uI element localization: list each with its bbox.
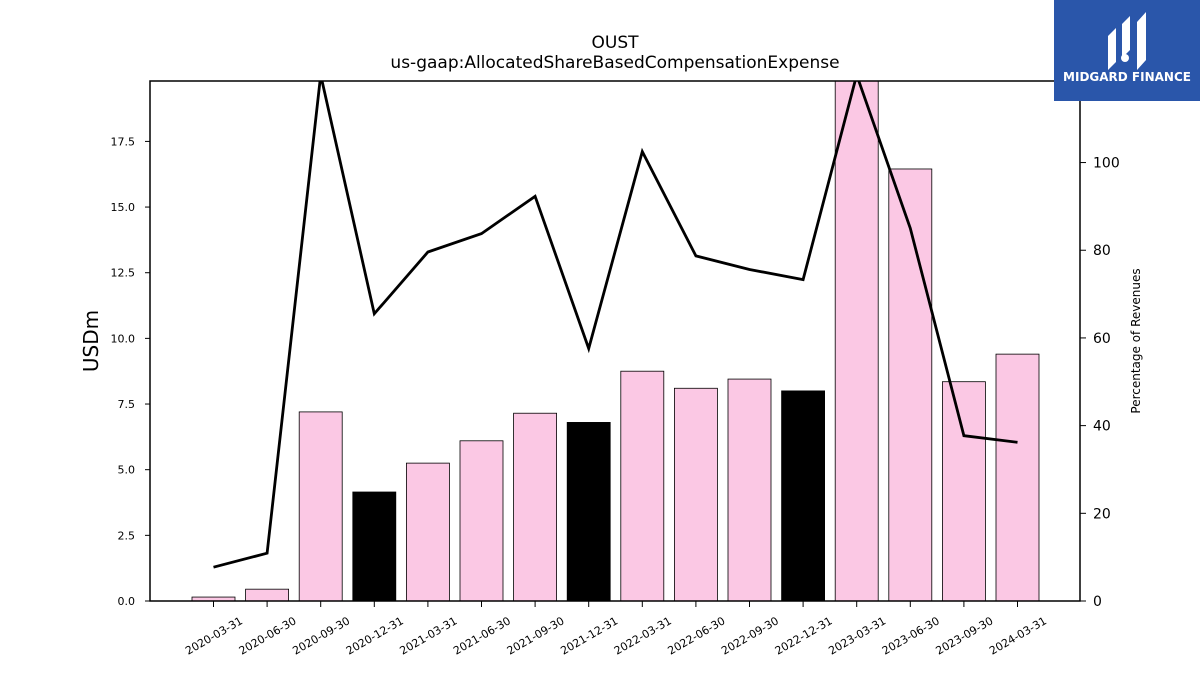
y-tick-label: 0.0 xyxy=(118,595,136,608)
chart-subtitle: us-gaap:AllocatedShareBasedCompensationE… xyxy=(390,53,839,73)
plot-frame xyxy=(149,80,1081,602)
y-axis-label-right: Percentage of Revenues xyxy=(1129,268,1143,413)
y-tick-label: 12.5 xyxy=(111,267,136,280)
x-tick-label: 2023-09-30 xyxy=(934,614,996,657)
x-tick-label: 2023-06-30 xyxy=(880,614,942,657)
x-tick-label: 2021-03-31 xyxy=(398,614,460,657)
y-tick-label: 10.0 xyxy=(111,332,136,345)
chart-title: OUST xyxy=(592,33,640,53)
bar-2022-12-31 xyxy=(781,390,825,602)
percentage-line xyxy=(213,81,1018,569)
y-axis-left: 0.0 2.5 5.0 7.5 10.0 12.5 15.0 17.5 xyxy=(111,135,150,608)
y-right-tick-label: 20 xyxy=(1093,506,1111,522)
line-layer xyxy=(213,81,1018,569)
y-right-tick-label: 0 xyxy=(1093,594,1102,610)
x-tick-label: 2024-03-31 xyxy=(987,614,1049,657)
x-tick-label: 2020-12-31 xyxy=(344,614,406,657)
x-tick-label: 2020-06-30 xyxy=(237,614,299,657)
bar-2021-03-31 xyxy=(405,462,450,602)
x-tick-label: 2020-09-30 xyxy=(290,614,352,657)
bar-2022-06-30 xyxy=(674,387,718,602)
x-tick-label: 2021-12-31 xyxy=(558,614,620,657)
y-tick-label: 5.0 xyxy=(118,464,136,477)
y-right-tick-label: 80 xyxy=(1093,243,1111,259)
y-right-tick-label: 40 xyxy=(1093,419,1111,435)
bar-2021-12-31 xyxy=(566,422,611,602)
x-tick-label: 2021-09-30 xyxy=(505,614,567,657)
x-tick-label: 2021-06-30 xyxy=(451,614,513,657)
y-right-tick-label: 100 xyxy=(1093,156,1120,172)
y-axis-label: USDm xyxy=(79,310,103,372)
y-right-tick-label: 60 xyxy=(1093,331,1111,347)
bar-2020-06-30 xyxy=(245,588,290,602)
bar-2021-09-30 xyxy=(513,412,557,602)
x-tick-label: 2022-12-31 xyxy=(773,614,835,657)
y-tick-label: 2.5 xyxy=(118,529,136,542)
logo-mark-icon xyxy=(1108,12,1146,70)
y-axis-right: 0 20 40 60 80 100 xyxy=(1080,156,1120,610)
bar-2020-12-31 xyxy=(352,491,397,602)
y-tick-label: 15.0 xyxy=(111,201,136,214)
x-tick-label: 2022-03-31 xyxy=(612,614,674,657)
x-tick-label: 2020-03-31 xyxy=(183,614,245,657)
bars-layer xyxy=(191,80,1040,602)
bar-2022-03-31 xyxy=(620,370,665,602)
y-tick-label: 17.5 xyxy=(111,135,136,148)
logo: MIDGARD FINANCE xyxy=(1054,0,1200,101)
bar-2024-03-31 xyxy=(995,353,1040,602)
x-axis: 2020-03-312020-06-302020-09-302020-12-31… xyxy=(183,601,1049,658)
x-tick-label: 2022-06-30 xyxy=(666,614,728,657)
bar-2021-06-30 xyxy=(459,440,504,602)
x-tick-label: 2023-03-31 xyxy=(826,614,888,657)
y-tick-label: 7.5 xyxy=(118,398,136,411)
bar-2023-09-30 xyxy=(942,381,986,602)
bar-2023-03-31 xyxy=(834,80,879,602)
bar-2020-09-30 xyxy=(298,411,343,602)
logo-text: MIDGARD FINANCE xyxy=(1063,70,1191,84)
bar-2023-06-30 xyxy=(888,168,933,602)
x-tick-label: 2022-09-30 xyxy=(719,614,781,657)
bar-2022-09-30 xyxy=(727,378,772,602)
